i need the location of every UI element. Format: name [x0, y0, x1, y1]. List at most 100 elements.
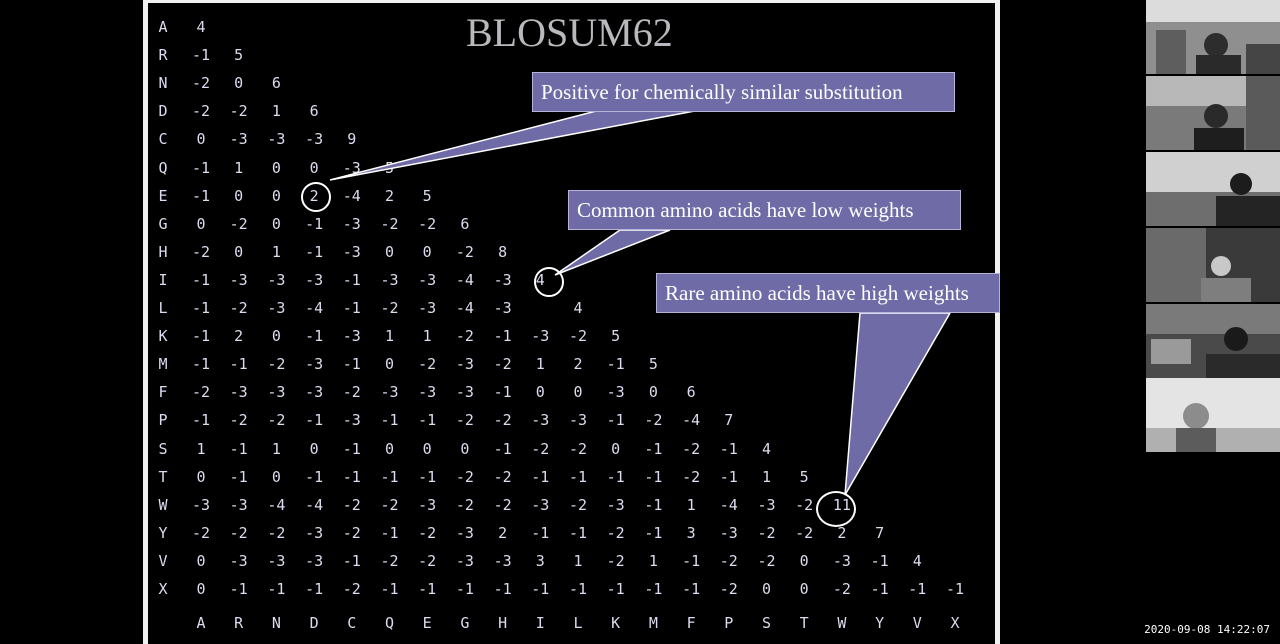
- matrix-cell: -2: [418, 355, 437, 374]
- video-tile-2[interactable]: [1146, 76, 1280, 150]
- matrix-cell: -1: [342, 467, 361, 486]
- matrix-cell: 2: [384, 186, 395, 205]
- matrix-cell: -2: [455, 411, 474, 430]
- matrix-cell: -1: [342, 439, 361, 458]
- matrix-cell: 5: [648, 355, 658, 374]
- matrix-cell: -4: [342, 186, 361, 205]
- column-label: H: [498, 614, 508, 632]
- row-label: A: [158, 18, 168, 36]
- matrix-cell: -1: [606, 355, 625, 374]
- matrix-cell: -3: [229, 495, 248, 514]
- column-label: R: [234, 614, 244, 632]
- matrix-cell: -2: [832, 580, 851, 598]
- matrix-cell: -3: [305, 355, 324, 374]
- matrix-cell: -3: [531, 495, 550, 514]
- matrix-cell: -4: [455, 270, 474, 289]
- matrix-cell: -2: [380, 495, 399, 514]
- video-tile-1[interactable]: [1146, 0, 1280, 74]
- matrix-cell: -2: [606, 523, 625, 542]
- column-label: T: [799, 614, 809, 632]
- column-label: N: [271, 614, 281, 632]
- matrix-cell: -1: [531, 467, 550, 486]
- column-label: S: [761, 614, 772, 632]
- matrix-cell: 7: [875, 523, 885, 542]
- matrix-cell: 2: [234, 327, 244, 346]
- matrix-cell: -1: [719, 439, 738, 458]
- matrix-cell: -2: [229, 102, 248, 121]
- matrix-cell: -3: [267, 383, 286, 402]
- matrix-cell: 6: [686, 383, 696, 402]
- video-tile-6[interactable]: [1146, 378, 1280, 452]
- matrix-cell: -2: [455, 327, 474, 346]
- matrix-cell: -3: [305, 523, 324, 542]
- matrix-cell: -2: [757, 551, 776, 570]
- row-label: N: [158, 74, 168, 93]
- matrix-cell: 7: [724, 411, 734, 430]
- column-label: D: [309, 614, 319, 632]
- row-label: V: [158, 551, 168, 570]
- video-tile-5[interactable]: [1146, 304, 1280, 378]
- callout-rare-high-weights: Rare amino acids have high weights: [656, 273, 1000, 313]
- matrix-cell: -3: [493, 551, 512, 570]
- matrix-cell: -2: [342, 495, 361, 514]
- matrix-cell: -3: [229, 383, 248, 402]
- matrix-cell: -2: [418, 523, 437, 542]
- matrix-cell: 5: [611, 327, 621, 346]
- matrix-cell: -1: [455, 580, 474, 598]
- matrix-cell: -1: [305, 214, 324, 233]
- matrix-cell: 0: [422, 242, 432, 261]
- matrix-cell: -1: [305, 327, 324, 346]
- matrix-cell: -1: [229, 439, 248, 458]
- row-label: H: [158, 242, 168, 261]
- matrix-cell: -2: [380, 299, 399, 317]
- matrix-cell: -3: [267, 299, 286, 317]
- row-label: X: [158, 580, 168, 598]
- matrix-cell: -1: [418, 580, 437, 598]
- matrix-cell: -2: [795, 495, 814, 514]
- column-label: K: [611, 614, 621, 632]
- matrix-cell: 1: [271, 242, 281, 261]
- matrix-cell: -3: [342, 327, 361, 346]
- matrix-cell: -3: [305, 130, 324, 149]
- row-label: Y: [158, 523, 168, 542]
- matrix-cell: 0: [761, 580, 772, 598]
- row-label: E: [158, 186, 168, 205]
- matrix-cell: 6: [309, 102, 319, 121]
- column-label: A: [196, 614, 206, 632]
- matrix-cell: -4: [305, 299, 324, 317]
- video-tile-3[interactable]: [1146, 152, 1280, 226]
- matrix-cell: -2: [644, 411, 663, 430]
- matrix-cell: -4: [719, 495, 738, 514]
- participant-video: [1146, 76, 1280, 150]
- matrix-cell: -3: [380, 270, 399, 289]
- matrix-cell: -3: [305, 383, 324, 402]
- matrix-cell: 0: [196, 551, 206, 570]
- matrix-cell: 0: [384, 242, 395, 261]
- matrix-cell: -2: [493, 467, 512, 486]
- matrix-cell: 0: [535, 383, 545, 402]
- matrix-cell: -1: [418, 411, 437, 430]
- matrix-cell: -3: [380, 383, 399, 402]
- row-label: C: [158, 130, 168, 149]
- matrix-cell: 1: [648, 551, 658, 570]
- matrix-cell: -2: [682, 467, 701, 486]
- column-label: Y: [875, 614, 885, 632]
- matrix-cell: -1: [606, 467, 625, 486]
- row-label: P: [158, 411, 168, 430]
- matrix-cell: 1: [196, 439, 206, 458]
- matrix-cell: -1: [606, 580, 625, 598]
- matrix-cell: -1: [644, 495, 663, 514]
- matrix-cell: -1: [493, 580, 512, 598]
- matrix-cell: -2: [493, 355, 512, 374]
- matrix-cell: -3: [229, 270, 248, 289]
- callout-pointers: [329, 109, 952, 496]
- highlight-ring-e-d: [301, 182, 331, 212]
- video-tile-4[interactable]: [1146, 228, 1280, 302]
- matrix-cell: 0: [196, 214, 206, 233]
- row-label: F: [158, 383, 168, 402]
- matrix-cell: 0: [799, 580, 809, 598]
- matrix-cell: -1: [870, 580, 889, 598]
- matrix-cell: -3: [267, 551, 286, 570]
- column-label: Q: [384, 614, 395, 632]
- matrix-cell: -3: [606, 383, 625, 402]
